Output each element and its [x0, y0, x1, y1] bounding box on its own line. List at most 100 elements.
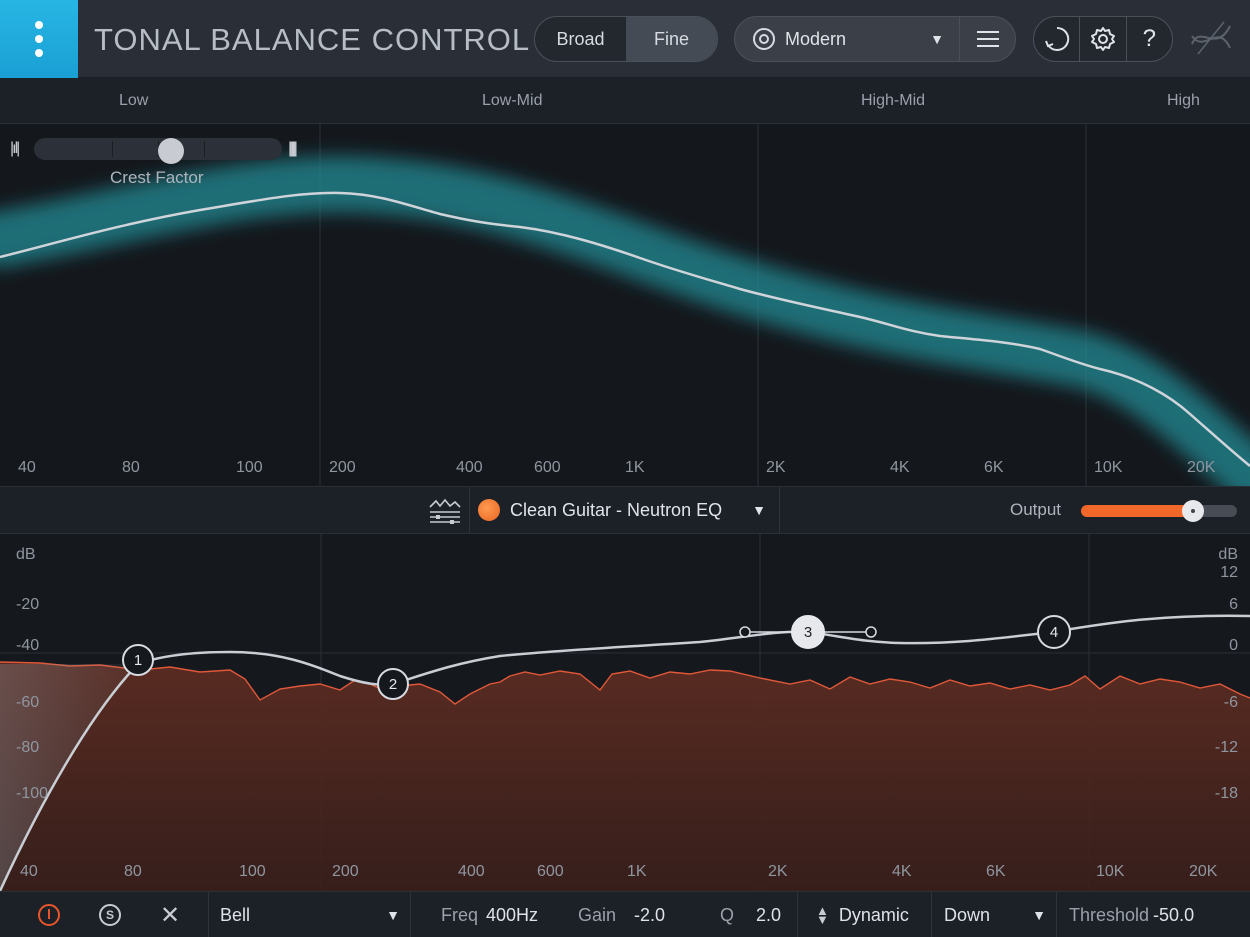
chevron-down-icon: ▼: [1032, 907, 1046, 923]
target-label: Modern: [785, 28, 847, 49]
freq-label: 20K: [1187, 459, 1216, 476]
freq-label: 1K: [627, 863, 647, 880]
freq-label: 4K: [892, 863, 912, 880]
freq-label: 400: [456, 459, 483, 476]
band-parameter-bar: S ✕ Bell ▼ Freq 400Hz Gain -2.0 Q 2.0 ▲ ▼…: [0, 891, 1250, 937]
app-title: TONAL BALANCE CONTROL: [94, 22, 531, 57]
freq-label: 40: [18, 459, 36, 476]
db-label-right: -12: [1214, 739, 1238, 756]
target-range-band: [0, 155, 1250, 486]
filter-type-select[interactable]: Bell ▼: [220, 892, 400, 937]
header: TONAL BALANCE CONTROL Broad Fine Modern …: [0, 0, 1250, 78]
freq-label: 2K: [768, 863, 788, 880]
power-icon: [38, 904, 60, 926]
db-label-left: -60: [16, 694, 40, 711]
eq-instance-label: Clean Guitar - Neutron EQ: [510, 499, 723, 520]
eq-node-2[interactable]: 2: [377, 668, 409, 700]
db-label-right: 6: [1229, 596, 1238, 613]
neutron-icon: [478, 499, 500, 521]
crest-factor-control: |ıl| |||||| Crest Factor: [10, 136, 310, 196]
gain-param-value: -2.0: [634, 904, 666, 925]
delete-band-button[interactable]: ✕: [160, 901, 181, 929]
db-label-left: -100: [16, 785, 49, 802]
chevron-down-icon: ▼: [386, 907, 400, 923]
chevron-down-icon[interactable]: ▼: [930, 31, 944, 47]
menu-dots-icon[interactable]: [0, 0, 78, 78]
db-unit-left: dB: [16, 546, 36, 563]
freq-label: 2K: [766, 459, 786, 476]
eq-graph[interactable]: 1 2 3 4 dB -20 -40 -60 -80 -100 dB 12 6 …: [0, 534, 1250, 891]
freq-label: 80: [122, 459, 140, 476]
crest-high-icon: ||||||: [288, 140, 298, 157]
up-down-arrows-icon: ▲ ▼: [816, 903, 829, 927]
fine-button[interactable]: Fine: [626, 17, 717, 61]
band-bypass-button[interactable]: [38, 892, 60, 937]
list-icon[interactable]: [960, 31, 1015, 47]
freq-label: 6K: [984, 459, 1004, 476]
range-low-mid: Low-Mid: [482, 92, 543, 109]
freq-label: 100: [239, 863, 266, 880]
q-param[interactable]: Q 2.0: [720, 892, 781, 937]
freq-label: 80: [124, 863, 142, 880]
help-icon[interactable]: ?: [1142, 25, 1156, 52]
q-param-value: 2.0: [756, 904, 782, 925]
tonal-balance-graph[interactable]: |ıl| |||||| Crest Factor 40 80 100 200 4…: [0, 124, 1250, 486]
chevron-down-icon[interactable]: ▼: [752, 502, 766, 518]
gear-icon[interactable]: [1080, 17, 1127, 61]
izotope-logo-icon: [1191, 21, 1231, 55]
dynamic-direction-value: Down: [944, 904, 991, 925]
target-selector[interactable]: Modern ▼: [734, 16, 1016, 62]
eq-curve: [0, 614, 1250, 891]
crest-low-icon: |ıl|: [10, 140, 20, 157]
dynamic-toggle[interactable]: ▲ ▼ Dynamic: [816, 892, 909, 937]
db-label-left: -20: [16, 596, 40, 613]
crest-factor-slider[interactable]: [34, 138, 282, 164]
utility-buttons: ?: [1033, 16, 1173, 62]
freq-label: 10K: [1096, 863, 1125, 880]
solo-icon: S: [99, 904, 121, 926]
freq-label: 4K: [890, 459, 910, 476]
broad-button[interactable]: Broad: [556, 28, 605, 49]
eq-instance-selector[interactable]: Clean Guitar - Neutron EQ ▼: [469, 487, 780, 533]
freq-label: 1K: [625, 459, 645, 476]
eq-node-1[interactable]: 1: [122, 644, 154, 676]
output-slider-thumb[interactable]: [1182, 500, 1205, 522]
threshold-param[interactable]: Threshold -50.0: [1069, 892, 1194, 937]
freq-label: 400: [458, 863, 485, 880]
freq-label: 6K: [986, 863, 1006, 880]
freq-param-value: 400Hz: [486, 904, 539, 925]
q-param-label: Q: [720, 904, 735, 925]
history-icon[interactable]: [1034, 17, 1081, 61]
crest-factor-thumb[interactable]: [158, 138, 184, 164]
target-icon: [753, 28, 775, 50]
q-handle-left: [739, 626, 751, 638]
filter-type-value: Bell: [220, 904, 251, 925]
db-label-left: -40: [16, 637, 40, 654]
freq-label: 20K: [1189, 863, 1218, 880]
eq-node-3[interactable]: 3: [791, 615, 825, 649]
threshold-param-value: -50.0: [1153, 904, 1195, 925]
eq-toolbar: Clean Guitar - Neutron EQ ▼ Output: [0, 486, 1250, 534]
dynamic-direction-select[interactable]: Down ▼: [944, 892, 1046, 937]
db-label-right: 0: [1229, 637, 1238, 654]
db-unit-right: dB: [1218, 546, 1238, 563]
freq-label: 40: [20, 863, 38, 880]
eq-spectrum-line: [0, 661, 1250, 705]
freq-label: 200: [332, 863, 359, 880]
freq-param[interactable]: Freq 400Hz: [441, 892, 538, 937]
gain-param[interactable]: Gain -2.0: [578, 892, 665, 937]
eq-curve-icon[interactable]: [428, 497, 462, 525]
freq-param-label: Freq: [441, 904, 479, 925]
range-high-mid: High-Mid: [861, 92, 926, 109]
output-slider[interactable]: [1081, 505, 1237, 517]
dynamic-label: Dynamic: [838, 904, 909, 925]
crest-factor-label: Crest Factor: [110, 168, 204, 187]
tonal-balance-plot: [0, 124, 1250, 486]
freq-label: 100: [236, 459, 263, 476]
eq-plot: [0, 534, 1250, 891]
freq-label: 200: [329, 459, 356, 476]
band-solo-button[interactable]: S: [99, 892, 121, 937]
range-labels: Low Low-Mid High-Mid High: [0, 78, 1250, 124]
output-label: Output: [1010, 500, 1062, 519]
eq-node-4[interactable]: 4: [1037, 615, 1071, 649]
